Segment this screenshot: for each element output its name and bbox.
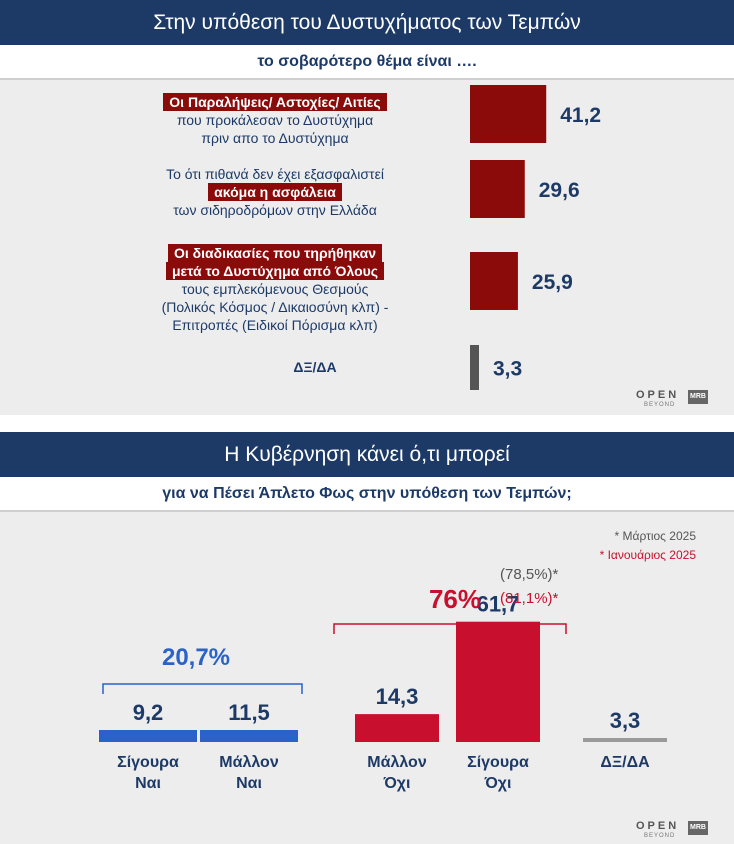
panel-government: Η Κυβέρνηση κάνει ό,τι μπορεί για να Πέσ… [0,432,734,844]
category-label-3-line-1: Μάλλον [367,754,427,771]
panel2-title: Η Κυβέρνηση κάνει ό,τι μπορεί [0,432,734,477]
panel1-subtitle: το σοβαρότερο θέμα είναι …. [0,45,734,80]
bar-value-label-4: 3,3 [493,358,522,381]
mrb-logo-2: MRB [688,821,708,835]
no-group-total: 76% [429,584,481,614]
panel-seriousness: Στην υπόθεση του Δυστυχήματος των Τεμπών… [0,0,734,415]
seriousness-bar-chart: 41,2 29,6 25,9 3,3 [470,85,601,390]
panel1-title: Στην υπόθεση του Δυστυχήματος των Τεμπών [0,0,734,45]
yes-group-total: 20,7% [162,644,230,671]
bar-value-label-1: 41,2 [560,104,601,127]
no-group-previous-january: (81,1%)* [500,590,559,607]
yes-group-bracket [102,683,303,694]
bar-4 [456,621,540,742]
legend-item-1: * Μάρτιος 2025 [615,529,697,543]
category-label-3-line4: (Πολικός Κόσμος / Δικαιοσύνη κλπ) - [161,299,389,315]
category-label-1-line-2: Ναι [135,775,161,792]
category-label-2-line3: των σιδηροδρόμων στην Ελλάδα [173,202,377,218]
bar-4 [470,345,479,390]
bar-value-label-3: 14,3 [376,684,419,709]
category-label-3: Οι διαδικασίες που τηρήθηκαν μετά το Δυσ… [120,244,430,334]
bar-2 [470,160,525,218]
open-logo-2: OPEN [636,820,680,832]
bar-value-label-2: 11,5 [228,700,270,725]
bar-value-label-3: 25,9 [532,271,573,294]
bar-value-label-2: 29,6 [539,179,580,202]
category-label-3-highlight-1: Οι διαδικασίες που τηρήθηκαν [167,244,383,262]
bar-3 [470,252,518,310]
category-label-2-line-2: Ναι [236,775,262,792]
legend-item-2: * Ιανουάριος 2025 [600,548,697,562]
category-label-2-highlight: ακόμα η ασφάλεια [208,183,342,201]
category-label-5-line-1: ΔΞ/ΔΑ [600,754,650,771]
category-label-1-line3: πριν απο το Δυστύχημα [201,130,349,146]
bar-1 [99,730,197,742]
category-label-1-line2: που προκάλεσαν το Δυστύχημα [176,112,374,128]
open-logo: OPEN [636,389,680,401]
open-logo-tagline-2: BEYOND [644,833,676,839]
category-label-4: ΔΞ/ΔΑ [200,358,430,376]
category-label-2-line-1: Μάλλον [219,754,279,771]
bar-5 [583,738,667,742]
panel2-subtitle: για να Πέσει Άπλετο Φως στην υπόθεση των… [0,477,734,512]
category-label-4-line-2: Όχι [484,775,512,792]
category-label-2-line1: Το ότι πιθανά δεν έχει εξασφαλιστεί [166,166,384,182]
bar-1 [470,85,547,143]
bar-2 [200,730,298,742]
bar-3 [355,714,439,742]
bar-value-label-4: 61,7 [477,592,520,617]
bar-value-label-5: 3,3 [610,708,641,733]
category-label-3-line-2: Όχι [383,775,411,792]
open-logo-tagline: BEYOND [644,402,676,408]
government-bar-chart: 9,2 Σίγουρα Ναι 11,5 Μάλλον Ναι 14,3 Μάλλον Όχι 6… [99,529,697,792]
category-label-3-line3: τους εμπλεκόμενους Θεσμούς [181,281,369,297]
mrb-logo: MRB [688,390,708,404]
bar-value-label-1: 9,2 [133,700,164,725]
category-label-3-line5: Επιτροπές (Ειδικοί Πόρισμα κλπ) [172,317,378,333]
category-label-3-highlight-2: μετά το Δυστύχημα από Όλους [165,262,385,280]
no-group-bracket [333,623,567,634]
category-label-2: Το ότι πιθανά δεν έχει εξασφαλιστεί ακόμ… [120,165,430,219]
category-label-1: Οι Παραλήψεις/ Αστοχίες/ Αιτίες που προκ… [120,93,430,147]
category-label-4-line-1: Σίγουρα [467,754,529,771]
category-label-1-line-1: Σίγουρα [117,754,179,771]
category-label-1-highlight: Οι Παραλήψεις/ Αστοχίες/ Αιτίες [163,93,387,111]
no-group-previous-march: (78,5%)* [500,566,559,583]
category-label-4-line1: ΔΞ/ΔΑ [293,359,337,375]
